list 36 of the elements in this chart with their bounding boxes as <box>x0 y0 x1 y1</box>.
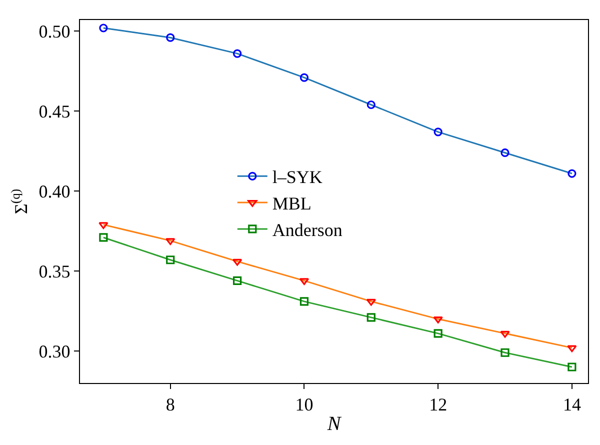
x-tick-label: 14 <box>562 394 581 415</box>
point <box>434 329 442 338</box>
point <box>500 348 510 357</box>
point <box>232 276 242 285</box>
point <box>300 73 309 82</box>
y-tick-label: 0.40 <box>38 181 70 202</box>
point <box>433 316 443 324</box>
x-axis-title: N <box>326 413 342 436</box>
point <box>434 128 442 136</box>
legend-label: l–SYK <box>272 167 322 188</box>
point <box>567 345 577 352</box>
point <box>568 169 576 178</box>
y-tick-label: 0.45 <box>38 101 70 122</box>
point <box>232 49 242 58</box>
point <box>166 238 176 245</box>
y-tick-label: 0.50 <box>38 21 70 42</box>
x-tick-label: 10 <box>295 394 314 415</box>
x-tick-label: 8 <box>166 394 175 415</box>
point <box>366 100 376 110</box>
point <box>166 256 175 264</box>
point <box>99 233 108 242</box>
point <box>568 362 576 372</box>
x-tick-label: 12 <box>429 394 448 415</box>
legend-label: MBL <box>272 194 312 214</box>
point <box>366 298 376 306</box>
point <box>232 258 242 266</box>
y-tick-label: 0.35 <box>38 261 70 282</box>
point <box>166 33 175 42</box>
point <box>300 297 309 306</box>
point <box>500 148 510 158</box>
y-tick-label: 0.30 <box>38 341 70 362</box>
point <box>98 222 108 229</box>
point <box>500 330 510 338</box>
point <box>366 313 376 322</box>
point <box>99 24 108 32</box>
legend-label: Anderson <box>272 220 342 240</box>
